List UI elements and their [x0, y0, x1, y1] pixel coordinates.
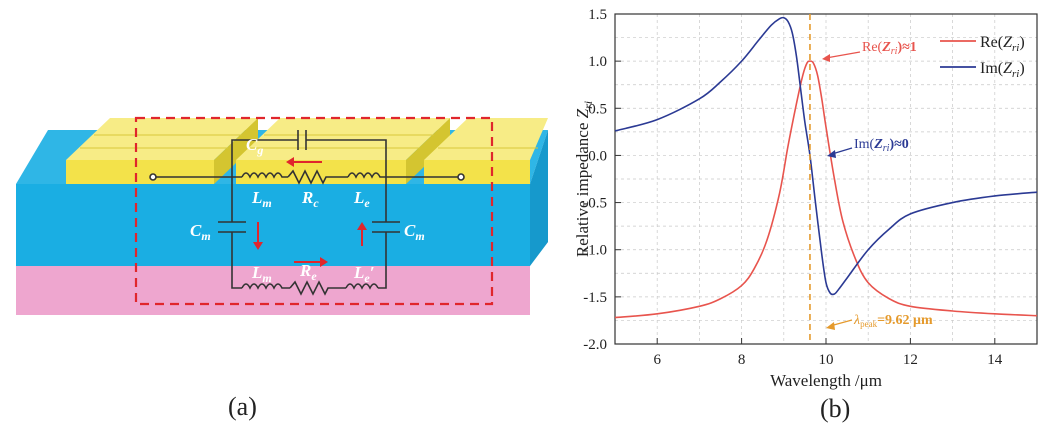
annotation-peak: λpeak=9.62 μm	[826, 313, 933, 330]
re-zri-line	[614, 60, 1038, 319]
label-re: Re	[299, 261, 317, 283]
label-le-bottom: Le′	[353, 263, 375, 285]
annotation-re: Re(Zri)≈1	[822, 40, 917, 62]
chart-grid	[614, 13, 1038, 345]
annotation-im: Im(Zri)≈0	[827, 137, 909, 158]
equivalent-circuit	[149, 130, 465, 296]
y-tick-label: 1.0	[588, 54, 607, 70]
gold-grating	[66, 118, 548, 184]
y-tick-label: -1.5	[583, 290, 607, 306]
legend-re-label: Re(Zri)	[980, 34, 1025, 54]
label-rc: Rc	[301, 188, 319, 210]
label-lm-bottom: Lm	[251, 263, 272, 285]
dielectric-layer	[16, 184, 530, 266]
y-tick-label: -2.0	[583, 337, 607, 353]
y-axis-label: Relative impedance Zri	[573, 101, 595, 257]
svg-text:λpeak=9.62 μm: λpeak=9.62 μm	[853, 313, 933, 329]
x-tick-label: 8	[738, 352, 746, 368]
chart-series	[614, 16, 1038, 319]
legend-im-label: Im(Zri)	[980, 60, 1025, 80]
y-tick-label: 0.5	[588, 101, 607, 117]
svg-text:Im(Zri)≈0: Im(Zri)≈0	[854, 137, 909, 154]
label-lm-top: Lm	[251, 188, 272, 210]
current-arrows	[253, 157, 367, 267]
svg-text:Re(Zri)≈1: Re(Zri)≈1	[862, 40, 917, 57]
axis-ticks: 6 8 10 12 14 1.5 1.0 0.5 0.0 -0.5 -1.0 -1.5 -2.0	[583, 7, 1003, 368]
panel-a-schematic: Cg Lm Rc Le Cm Cm Lm Re Le′	[16, 116, 548, 315]
y-tick-label: -0.5	[583, 196, 607, 212]
label-cm-right: Cm	[404, 221, 425, 243]
y-tick-label: -1.0	[583, 243, 607, 259]
x-tick-label: 10	[819, 352, 834, 368]
label-cm-left: Cm	[190, 221, 211, 243]
x-tick-label: 6	[653, 352, 661, 368]
x-axis-label: Wavelength/μm	[770, 371, 882, 390]
dielectric-side	[530, 130, 548, 266]
im-zri-line	[614, 16, 1038, 296]
y-tick-label: 1.5	[588, 7, 607, 23]
label-cg: Cg	[246, 135, 263, 157]
x-tick-label: 12	[903, 352, 918, 368]
panel-a-caption: (a)	[228, 392, 257, 421]
y-tick-label: 0.0	[588, 148, 607, 164]
substrate-layer	[16, 265, 530, 315]
x-tick-label: 14	[987, 352, 1003, 368]
panel-b-caption: (b)	[820, 394, 851, 423]
label-le-top: Le	[353, 188, 370, 210]
unit-cell-dashed-box	[134, 116, 494, 306]
